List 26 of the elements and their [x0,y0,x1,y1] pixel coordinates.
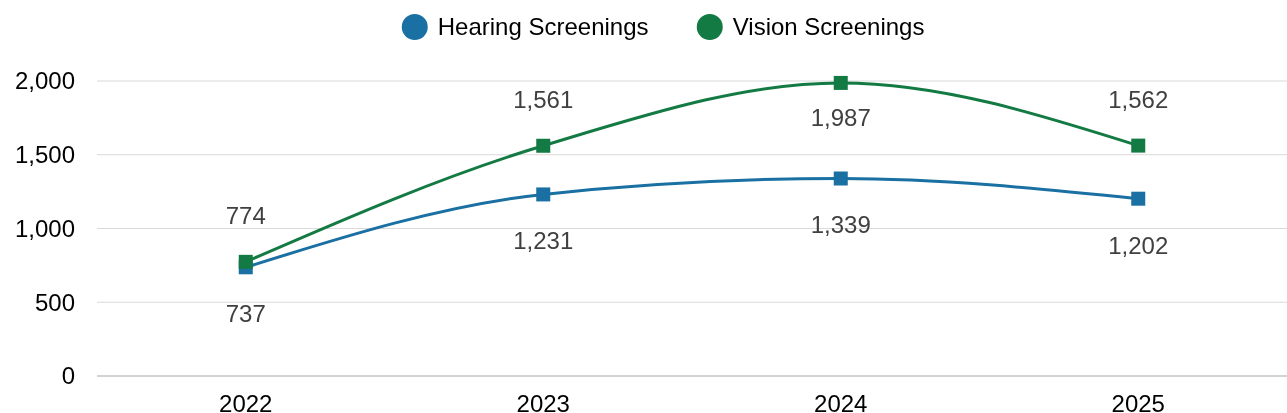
data-label: 1,987 [810,103,871,131]
x-tick-label: 2023 [516,390,570,413]
y-tick-label: 1,500 [14,141,75,169]
point [833,75,848,90]
point [1131,191,1146,206]
data-label: 774 [225,201,266,229]
point [1131,138,1146,153]
point [536,187,551,202]
data-label: 1,561 [513,85,574,113]
y-tick-label: 0 [61,362,75,390]
data-label: 1,339 [810,211,871,239]
y-tick-label: 1,000 [14,214,75,242]
legend-label: Vision Screenings [732,13,925,41]
x-tick-label: 2024 [814,390,868,413]
x-tick-label: 2022 [219,390,273,413]
point [536,138,551,153]
data-label: 1,231 [513,227,574,255]
data-label: 1,562 [1108,85,1169,113]
point [238,254,253,269]
legend-label: Hearing Screenings [437,13,649,41]
data-label: 1,202 [1108,231,1169,259]
y-tick-label: 2,000 [14,67,75,95]
point [833,171,848,186]
y-tick-label: 500 [34,288,75,316]
x-tick-label: 2025 [1111,390,1165,413]
data-label: 737 [225,300,266,328]
